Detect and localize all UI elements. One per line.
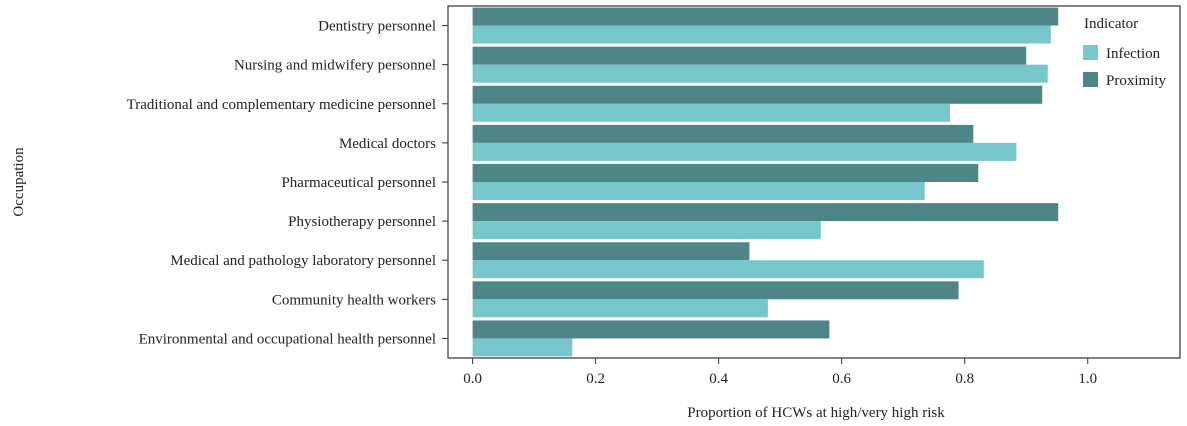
y-tick-label: Traditional and complementary medicine p… bbox=[127, 97, 436, 113]
bar-infection-pharmaceutical-personnel bbox=[472, 182, 925, 200]
bar-proximity-dentistry-personnel bbox=[472, 7, 1059, 26]
bar-infection-nursing-and-midwifery-personnel bbox=[472, 64, 1048, 83]
bar-proximity-medical-and-pathology-laboratory-personnel bbox=[472, 242, 750, 261]
x-tick-label: 0.4 bbox=[709, 371, 728, 387]
x-axis-title: Proportion of HCWs at high/very high ris… bbox=[687, 405, 945, 421]
x-tick-label: 0.0 bbox=[463, 371, 482, 387]
bar-infection-dentistry-personnel bbox=[472, 25, 1051, 44]
y-tick-label: Dentistry personnel bbox=[318, 19, 436, 35]
x-tick-label: 0.8 bbox=[955, 371, 974, 387]
bar-infection-environmental-and-occupational-health-personnel bbox=[472, 338, 573, 357]
bars-layer bbox=[472, 7, 1059, 357]
bar-proximity-community-health-workers bbox=[472, 281, 959, 300]
legend-label-infection: Infection bbox=[1106, 46, 1161, 62]
x-tick-label: 0.2 bbox=[586, 371, 605, 387]
bar-proximity-pharmaceutical-personnel bbox=[472, 164, 979, 182]
legend: Indicator Infection Proximity bbox=[1083, 16, 1167, 89]
x-tick-label: 0.6 bbox=[832, 371, 851, 387]
bar-infection-traditional-and-complementary-medicine-personnel bbox=[472, 103, 950, 122]
bar-infection-community-health-workers bbox=[472, 299, 768, 318]
y-tick-label: Environmental and occupational health pe… bbox=[139, 331, 436, 347]
y-tick-label: Nursing and midwifery personnel bbox=[234, 58, 436, 74]
y-axis-title: Occupation bbox=[11, 147, 27, 217]
y-tick-label: Medical doctors bbox=[339, 136, 436, 152]
y-tick-label: Medical and pathology laboratory personn… bbox=[170, 253, 436, 269]
y-tick-label: Physiotherapy personnel bbox=[288, 214, 436, 230]
legend-title: Indicator bbox=[1084, 16, 1138, 32]
bar-proximity-nursing-and-midwifery-personnel bbox=[472, 46, 1027, 65]
bar-infection-medical-doctors bbox=[472, 142, 1017, 161]
legend-label-proximity: Proximity bbox=[1106, 73, 1167, 89]
bar-infection-physiotherapy-personnel bbox=[472, 221, 821, 240]
bar-proximity-environmental-and-occupational-health-personnel bbox=[472, 320, 830, 339]
legend-swatch-proximity bbox=[1083, 72, 1098, 87]
bar-proximity-traditional-and-complementary-medicine-personnel bbox=[472, 85, 1043, 104]
axis-ticks: Dentistry personnel Nursing and midwifery… bbox=[127, 19, 1097, 387]
bar-infection-medical-and-pathology-laboratory-personnel bbox=[472, 260, 984, 279]
bar-proximity-physiotherapy-personnel bbox=[472, 203, 1059, 222]
y-tick-label: Pharmaceutical personnel bbox=[281, 175, 436, 191]
x-tick-label: 1.0 bbox=[1078, 371, 1097, 387]
bar-proximity-medical-doctors bbox=[472, 124, 974, 143]
y-tick-label: Community health workers bbox=[272, 292, 436, 308]
legend-swatch-infection bbox=[1083, 45, 1098, 60]
